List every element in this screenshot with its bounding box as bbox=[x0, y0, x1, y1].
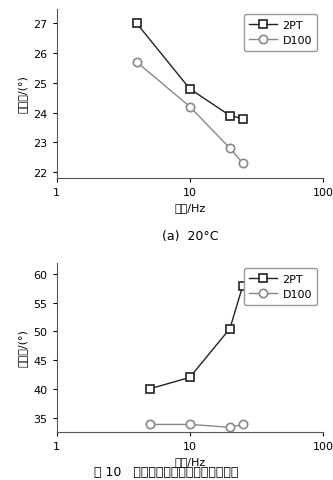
D100 bbox=[148, 421, 152, 427]
D100 bbox=[135, 60, 139, 66]
2PT bbox=[241, 116, 245, 122]
2PT bbox=[241, 283, 245, 289]
2PT bbox=[228, 326, 232, 332]
D100 bbox=[188, 105, 192, 110]
Line: D100: D100 bbox=[133, 59, 247, 168]
2PT bbox=[188, 87, 192, 93]
Line: 2PT: 2PT bbox=[146, 282, 247, 393]
Legend: 2PT, D100: 2PT, D100 bbox=[243, 269, 317, 305]
D100 bbox=[241, 161, 245, 167]
Text: (a)  20°C: (a) 20°C bbox=[162, 229, 218, 242]
Text: 图 10   温度对氥青混合料相位角的影响: 图 10 温度对氥青混合料相位角的影响 bbox=[94, 465, 239, 478]
Legend: 2PT, D100: 2PT, D100 bbox=[243, 15, 317, 52]
2PT bbox=[188, 375, 192, 381]
2PT bbox=[135, 22, 139, 27]
Line: D100: D100 bbox=[146, 420, 247, 432]
2PT bbox=[228, 113, 232, 119]
Line: 2PT: 2PT bbox=[133, 20, 247, 123]
D100 bbox=[241, 421, 245, 427]
X-axis label: 频率/Hz: 频率/Hz bbox=[174, 203, 205, 213]
2PT bbox=[148, 386, 152, 392]
D100 bbox=[228, 424, 232, 430]
X-axis label: 频率/Hz: 频率/Hz bbox=[174, 456, 205, 467]
D100 bbox=[228, 146, 232, 152]
Y-axis label: 相位角/(°): 相位角/(°) bbox=[18, 75, 28, 113]
Y-axis label: 相位角/(°): 相位角/(°) bbox=[18, 329, 28, 366]
D100 bbox=[188, 421, 192, 427]
